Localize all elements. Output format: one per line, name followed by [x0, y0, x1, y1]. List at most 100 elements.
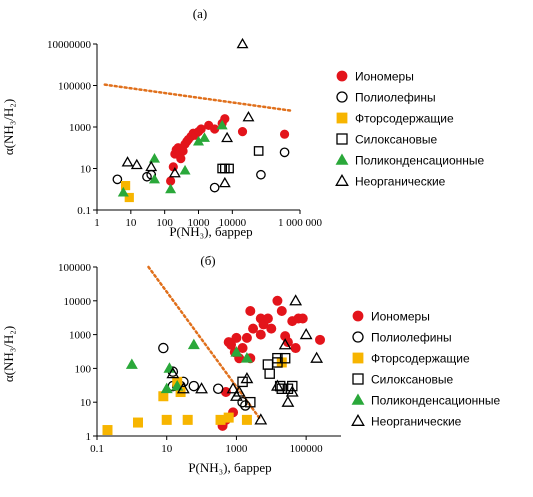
panel-b-point: [315, 334, 326, 345]
panel-b-point: [281, 395, 295, 407]
panel-a-point: [148, 173, 161, 184]
panel-b-point: [230, 346, 243, 357]
panel-a-x-tick-label: 1: [94, 217, 100, 229]
panel-b-legend-label: Неорганические: [371, 415, 462, 429]
panel-a-trendline: [103, 83, 294, 113]
panel-a-x-tick-label: 100: [156, 217, 173, 229]
panel-b-x-tick-label: 1000: [225, 443, 248, 455]
panel-b-point: [276, 305, 287, 316]
panel-b-y-tick-label: 100000: [58, 262, 92, 274]
panel-b-x-label: P(NH₃), баррер: [188, 460, 271, 475]
panel-b-point: [262, 313, 273, 324]
panel-a-legend-label: Полиолефины: [355, 91, 436, 105]
panel-a-legend-label: Силоксановые: [355, 133, 438, 147]
panel-b-point: [132, 417, 143, 428]
panel-b-point: [212, 383, 224, 394]
panel-b-point: [240, 371, 254, 384]
panel-a-y-ticks: 0.1 10 1000 100000 10000000: [47, 39, 97, 217]
panel-a-point: [117, 186, 129, 197]
panel-b-point: [297, 313, 308, 324]
panel-b-point: [161, 414, 172, 425]
panel-b-point: [310, 351, 324, 363]
panel-a-point: [237, 127, 248, 137]
panel-b-point: [287, 380, 298, 392]
panel-b-point: [264, 368, 275, 379]
panel-a-point: [209, 182, 220, 193]
panel-a-point: [253, 146, 264, 156]
panel-a-point: [179, 164, 191, 175]
panel-b-point: [176, 382, 190, 394]
panel-b-y-tick-label: 100: [75, 363, 92, 375]
panel-b-y-tick-label: 10: [80, 397, 92, 409]
panel-a-x-tick-label: 1000: [188, 217, 211, 229]
panel-b-point: [248, 323, 259, 334]
panel-b-point: [240, 352, 253, 363]
panel-a-point: [148, 152, 161, 163]
panel-a-point: [168, 166, 181, 178]
panel-b-point: [158, 342, 169, 354]
panel-a-x-tick-label: 1 000 000: [278, 217, 323, 229]
panel-b-point: [272, 352, 283, 364]
panel-a-legend-label: Иономеры: [355, 70, 414, 84]
panel-a-legend-label: Неорганические: [355, 175, 446, 189]
panel-b-legend: Иономеры Полиолефины Фторсодержащие Силокса…: [351, 310, 501, 429]
panel-b-point: [276, 383, 288, 394]
panel-b-legend-label: Фторсодержащие: [371, 352, 470, 366]
panel-b-y-tick-label: 10000: [64, 296, 92, 308]
panel-b-point: [241, 332, 252, 343]
panel-a-y-tick-label: 100000: [58, 81, 92, 93]
panel-a-point: [224, 163, 234, 174]
panel-b-legend-marker: [351, 393, 365, 405]
panel-a-point: [236, 37, 249, 49]
panel-b-point: [237, 343, 248, 354]
panel-a-point: [221, 131, 234, 143]
panel-a-y-tick-label: 10000000: [47, 39, 92, 51]
panel-a-legend-label: Фторсодержащие: [355, 112, 454, 126]
panel-a-point: [176, 153, 186, 164]
panel-a-point: [124, 192, 134, 203]
panel-b-point: [266, 323, 277, 334]
panel-b-point: [272, 295, 283, 306]
panel-b: (б) 0.1 10 1000 100000 1 10 100 1000 10000 10000…: [1, 253, 501, 475]
panel-b-legend-marker: [352, 331, 364, 343]
panel-a-points: [112, 37, 290, 203]
panel-b-x-tick-label: 100000: [290, 443, 324, 455]
panel-a: (а) 1 10 100 1000 10000 1 000 000 0.1 10 1000 10…: [1, 6, 485, 239]
panel-a-y-label: α(NH₃/H₂): [1, 99, 16, 155]
panel-b-point: [299, 327, 313, 340]
panel-a-point: [145, 160, 158, 172]
panel-a-point: [120, 180, 131, 191]
panel-b-point: [188, 380, 200, 392]
panel-a-point: [196, 124, 206, 134]
panel-a-legend-marker: [335, 153, 349, 165]
panel-a-x-label: P(NH₃), баррер: [169, 224, 252, 239]
panel-a-y-tick-label: 1000: [69, 122, 92, 134]
panel-b-point: [125, 358, 138, 369]
panel-b-title: (б): [200, 253, 215, 268]
panel-a-y-tick-label: 0.1: [77, 205, 91, 217]
panel-b-point: [279, 352, 291, 364]
panel-a-legend-label: Поликонденсационные: [355, 154, 485, 168]
panel-a-point: [112, 174, 123, 185]
panel-a-y-tick-label: 10: [80, 164, 92, 176]
panel-b-point: [285, 385, 299, 397]
panel-b-point: [237, 396, 248, 408]
panel-b-point: [226, 382, 240, 394]
panel-b-legend-label: Силоксановые: [371, 373, 454, 387]
panel-a-legend-marker: [336, 70, 348, 82]
panel-b-point: [245, 396, 256, 408]
panel-b-axes: [96, 267, 341, 437]
panel-b-legend-marker: [352, 310, 364, 322]
panel-b-point: [102, 425, 113, 436]
panel-b-point: [262, 359, 274, 370]
panel-b-point: [245, 305, 256, 316]
panel-b-point: [171, 379, 184, 391]
panel-b-legend-marker: [351, 413, 365, 426]
panel-b-point: [166, 367, 180, 379]
panel-b-point: [237, 376, 248, 388]
panel-b-point: [255, 329, 266, 340]
panel-a-legend: Иономеры Полиолефины Фторсодержащие Силокса…: [335, 70, 485, 189]
panel-b-y-label: α(NH₃/H₂): [1, 326, 16, 382]
panel-b-legend-marker: [352, 352, 364, 364]
panel-b-point: [241, 414, 252, 425]
